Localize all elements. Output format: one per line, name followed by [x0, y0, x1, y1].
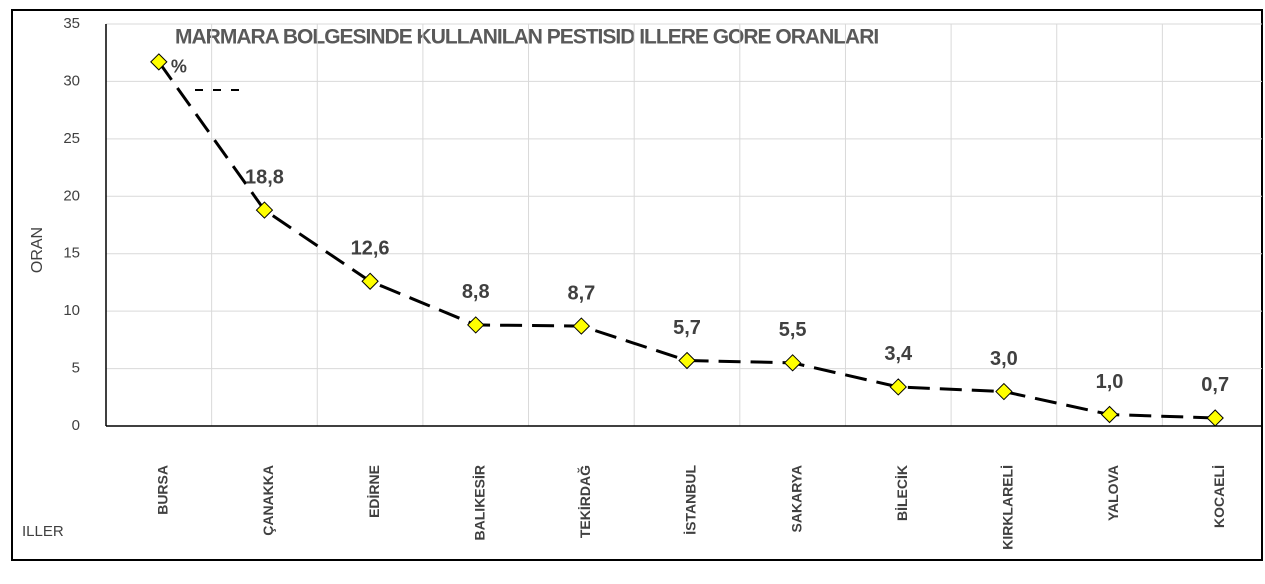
- data-label: 3,0: [990, 348, 1018, 370]
- x-tick-label: TEKİRDAĞ: [576, 465, 593, 538]
- data-label: 5,5: [779, 319, 807, 341]
- data-label: 8,7: [567, 282, 595, 304]
- data-marker: [995, 382, 1013, 401]
- data-label: 5,7: [673, 317, 701, 339]
- data-marker: [150, 53, 168, 71]
- x-tick-label: İSTANBUL: [683, 465, 699, 535]
- y-tick-label: 0: [72, 417, 80, 434]
- y-axis-title: ORAN: [29, 227, 46, 273]
- data-label: 3,4: [884, 343, 913, 365]
- x-tick-label: ÇANAKKA: [260, 465, 276, 536]
- y-tick-label: 30: [63, 72, 80, 89]
- y-tick-label: 35: [63, 15, 80, 32]
- data-marker: [255, 201, 274, 219]
- data-marker: [1100, 405, 1119, 424]
- data-label: 0,7: [1201, 374, 1229, 396]
- data-marker: [678, 351, 696, 370]
- data-marker: [783, 354, 802, 372]
- data-label: 12,6: [351, 238, 390, 260]
- x-tick-label: BİLECİK: [894, 465, 910, 521]
- x-tick-label: KIRKLARELİ: [1000, 465, 1016, 550]
- y-tick-label: 5: [72, 360, 80, 377]
- x-tick-label: SAKARYA: [788, 465, 804, 532]
- data-marker: [467, 316, 485, 334]
- x-axis-title: ILLER: [22, 523, 64, 540]
- y-tick-label: 25: [63, 130, 80, 147]
- chart-title: MARMARA BOLGESINDE KULLANILAN PESTISID I…: [175, 26, 878, 49]
- data-label: 8,8: [462, 281, 490, 303]
- y-tick-label: 20: [63, 187, 80, 204]
- data-marker: [361, 272, 379, 290]
- annotation: %: [171, 57, 187, 77]
- data-label: 18,8: [245, 166, 284, 188]
- y-tick-label: 10: [63, 302, 80, 319]
- x-tick-label: BALIKESİR: [471, 465, 487, 540]
- y-tick-label: 15: [63, 245, 80, 262]
- x-tick-label: BURSA: [155, 465, 171, 515]
- chart-frame: [11, 9, 1263, 561]
- data-marker: [889, 378, 907, 396]
- x-tick-label: KOCAELİ: [1211, 465, 1227, 528]
- data-marker: [572, 317, 591, 335]
- x-tick-label: EDİRNE: [366, 465, 382, 518]
- data-label: 1,0: [1096, 371, 1124, 393]
- data-marker: [1206, 409, 1224, 427]
- x-tick-label: YALOVA: [1105, 465, 1121, 521]
